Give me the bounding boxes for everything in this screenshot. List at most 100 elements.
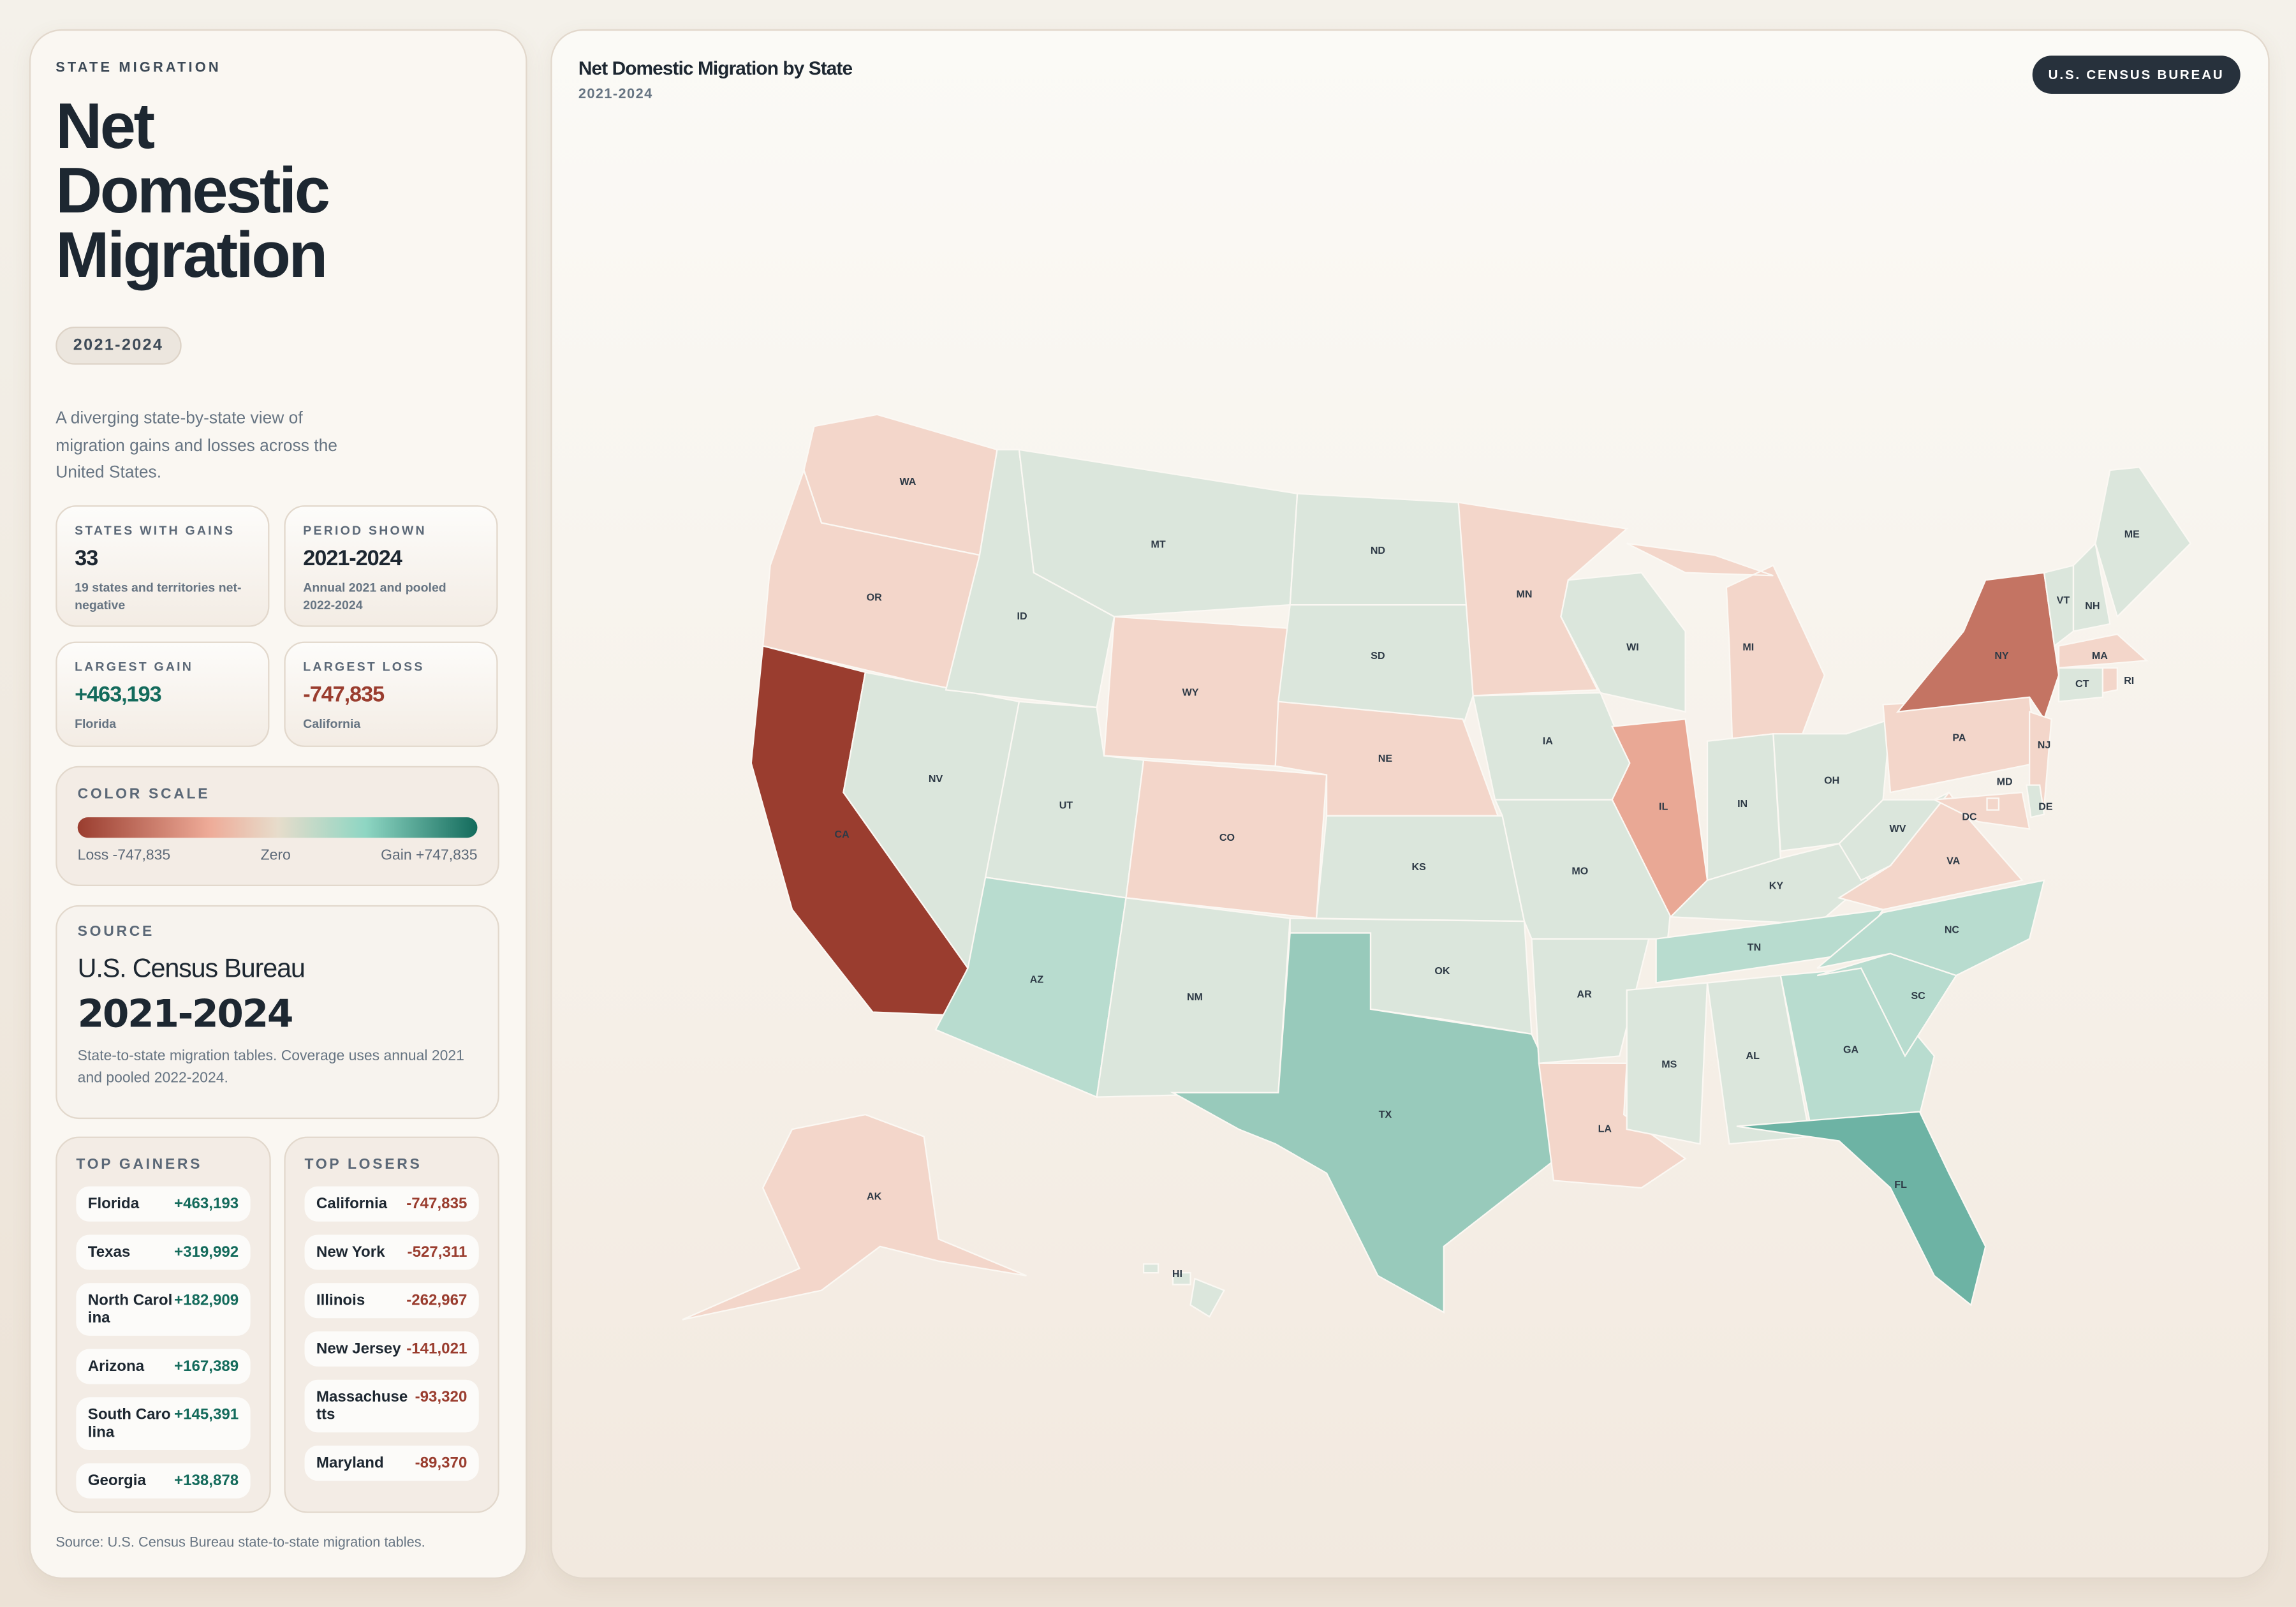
list-item: Georgia +138,878	[76, 1463, 251, 1499]
stat-card-gains: STATES WITH GAINS 33 19 states and terri…	[55, 505, 270, 627]
state-sc[interactable]	[1816, 952, 1958, 1058]
state-label: MD	[1997, 776, 2013, 788]
state-dc[interactable]	[1986, 797, 2000, 811]
state-label: VA	[1946, 855, 1961, 867]
state-sd[interactable]	[1277, 604, 1474, 728]
source-years: 2021-2024	[77, 993, 294, 1037]
state-label: LA	[1598, 1123, 1612, 1135]
state-value: -747,835	[406, 1195, 467, 1213]
state-name: Florida	[87, 1195, 140, 1213]
state-label: OR	[867, 591, 882, 603]
stat-value: +463,193	[75, 682, 162, 707]
stat-value: 2021-2024	[303, 546, 402, 572]
state-name: South Carolina	[87, 1406, 171, 1442]
state-label: KS	[1412, 861, 1427, 873]
state-label: TX	[1379, 1109, 1392, 1120]
state-label: MN	[1517, 589, 1533, 600]
state-nh[interactable]	[2072, 542, 2111, 632]
list-item: Arizona +167,389	[76, 1349, 251, 1384]
state-ny[interactable]	[1895, 572, 2060, 721]
state-label: NC	[1945, 924, 1960, 935]
state-label: SD	[1371, 650, 1385, 662]
state-value: +182,909	[173, 1291, 239, 1310]
list-item: Illinois -262,967	[304, 1283, 479, 1319]
state-label: CO	[1219, 832, 1235, 843]
state-label: MT	[1151, 539, 1165, 551]
state-me[interactable]	[2094, 466, 2192, 618]
state-value: -527,311	[407, 1243, 467, 1261]
state-nc[interactable]	[1816, 879, 2045, 977]
stat-label: LARGEST GAIN	[75, 659, 194, 674]
state-hi[interactable]	[1142, 1263, 1226, 1318]
state-label: MA	[2092, 650, 2108, 662]
stat-sub: Annual 2021 and pooled 2022-2024	[303, 580, 446, 612]
state-label: WA	[900, 476, 916, 487]
eyebrow: STATE MIGRATION	[55, 60, 221, 77]
state-nj[interactable]	[2028, 711, 2052, 808]
state-ar[interactable]	[1531, 938, 1650, 1065]
map-title: Net Domestic Migration by State	[578, 57, 853, 79]
period-pill: 2021-2024	[55, 326, 181, 365]
state-mt[interactable]	[1018, 448, 1299, 618]
state-value: -89,370	[415, 1454, 467, 1472]
stat-sub: California	[303, 716, 361, 731]
state-name: California	[316, 1195, 388, 1213]
list-item: Florida +463,193	[76, 1186, 251, 1222]
state-ct[interactable]	[2057, 667, 2104, 703]
stat-card-largest-gain: LARGEST GAIN +463,193 Florida	[55, 641, 270, 747]
state-label: SC	[1911, 990, 1925, 1002]
state-md[interactable]	[1931, 791, 2031, 830]
state-fl[interactable]	[1736, 1111, 1987, 1307]
state-label: NJ	[2038, 739, 2051, 751]
map-panel: WA OR CA NV ID MT WY UT CO AZ NM ND SD NE KS OK TX MN IA MO…	[550, 29, 2270, 1579]
state-label: AR	[1577, 989, 1593, 1000]
state-label: OK	[1434, 965, 1450, 977]
stat-value: 33	[75, 546, 98, 572]
top-gainers-list: TOP GAINERS Florida +463,193 Texas +319,992…	[55, 1136, 271, 1513]
legend-mid: Zero	[260, 848, 291, 864]
state-name: Texas	[87, 1243, 131, 1261]
state-label: ID	[1017, 611, 1027, 622]
sidebar-panel: STATE MIGRATION Net Domestic Migration 2…	[29, 29, 527, 1579]
state-label: ME	[2124, 529, 2140, 540]
state-de[interactable]	[2026, 784, 2045, 818]
state-label: IA	[1543, 735, 1553, 746]
stat-sub: 19 states and territories net-negative	[75, 580, 242, 612]
state-label: NY	[1994, 650, 2009, 662]
list-item: New Jersey -141,021	[304, 1331, 479, 1367]
map-subtitle: 2021-2024	[578, 86, 653, 103]
state-label: PA	[1952, 732, 1966, 744]
state-label: FL	[1894, 1179, 1907, 1190]
state-ma[interactable]	[2057, 633, 2149, 669]
state-ms[interactable]	[1626, 982, 1709, 1145]
state-label: HI	[1172, 1268, 1182, 1280]
color-scale-legend: COLOR SCALE Loss -747,835 Zero Gain +747,8…	[55, 766, 499, 887]
stat-label: PERIOD SHOWN	[303, 522, 427, 538]
state-az[interactable]	[934, 876, 1127, 1099]
source-label: SOURCE	[77, 924, 154, 940]
list-title: TOP GAINERS	[76, 1157, 203, 1174]
state-name: Maryland	[316, 1454, 384, 1472]
state-ri[interactable]	[2101, 667, 2119, 694]
state-ak[interactable]	[682, 1113, 1027, 1321]
source-note: State-to-state migration tables. Coverag…	[77, 1048, 464, 1087]
list-item: Maryland -89,370	[304, 1446, 479, 1481]
footnote: Source: U.S. Census Bureau state-to-stat…	[55, 1535, 425, 1551]
state-value: +319,992	[173, 1243, 239, 1261]
state-tx[interactable]	[1170, 932, 1557, 1314]
state-wi[interactable]	[1560, 572, 1686, 713]
state-value: -141,021	[406, 1340, 467, 1358]
state-value: -262,967	[406, 1291, 467, 1310]
state-label: AL	[1746, 1050, 1760, 1062]
state-value: +138,878	[173, 1472, 239, 1490]
list-item: North Carolina +182,909	[76, 1283, 251, 1336]
source-badge: U.S. CENSUS BUREAU	[2032, 56, 2241, 94]
state-label: NH	[2085, 600, 2100, 612]
state-wv[interactable]	[1838, 792, 1950, 882]
list-item: Massachusetts -93,320	[304, 1379, 479, 1433]
state-label: AK	[867, 1190, 882, 1202]
stat-value: -747,835	[303, 682, 385, 707]
state-value: +463,193	[173, 1195, 239, 1213]
state-label: IL	[1659, 801, 1668, 813]
stat-sub: Florida	[75, 716, 117, 731]
